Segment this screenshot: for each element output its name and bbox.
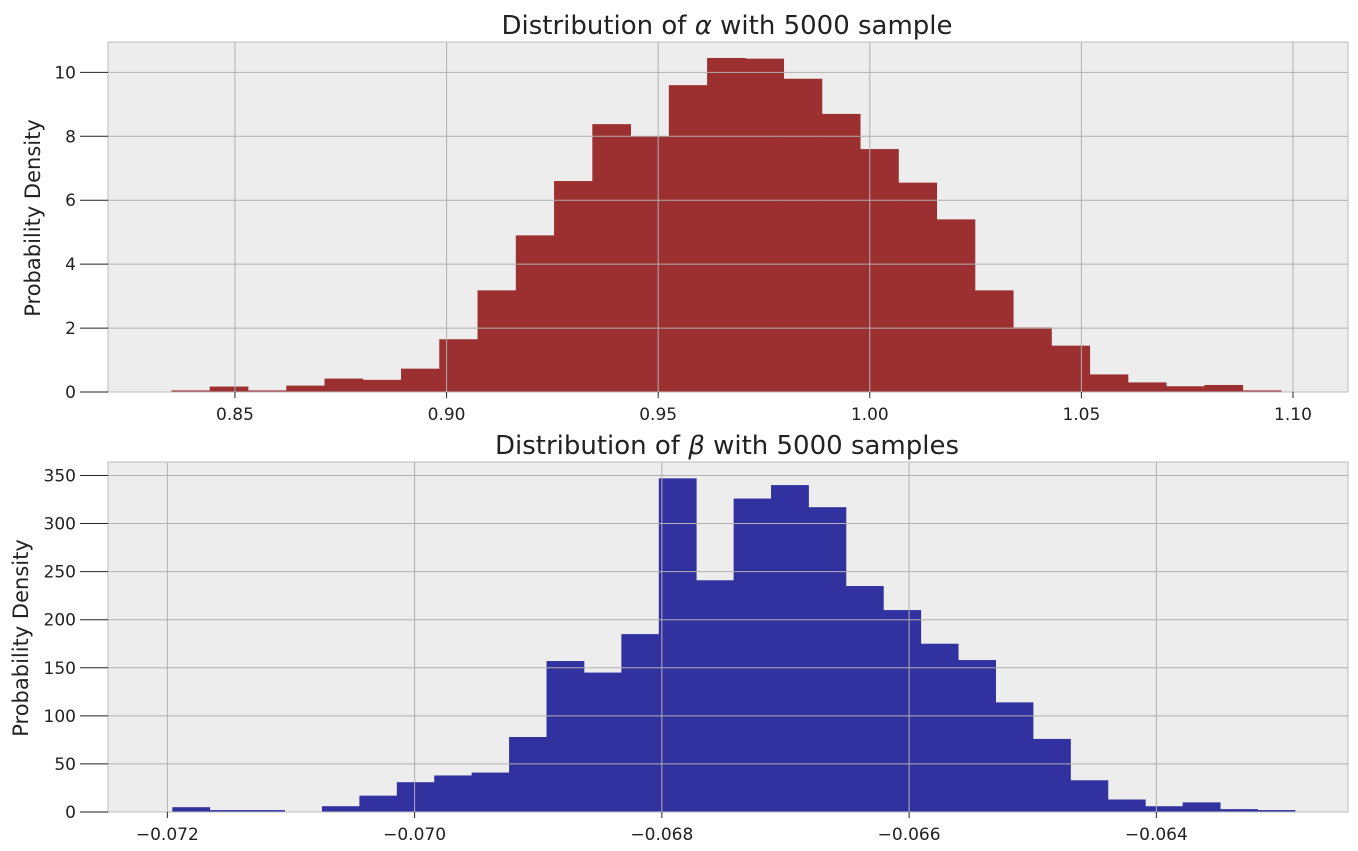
- alpha-histogram-bar: [554, 181, 593, 392]
- alpha-x-tick-label: 1.10: [1274, 405, 1312, 425]
- alpha-symbol: α: [695, 11, 712, 41]
- beta-histogram-bar: [621, 634, 660, 812]
- alpha-histogram-bar: [477, 290, 517, 392]
- alpha-histogram-bar: [1204, 384, 1244, 392]
- beta-histogram-bar: [1070, 780, 1109, 812]
- beta-histogram-bar: [1107, 799, 1146, 812]
- alpha-histogram-bar: [936, 219, 976, 392]
- beta-histogram-bar: [321, 806, 360, 812]
- beta-histogram-bar: [1182, 802, 1221, 812]
- beta-x-tick-label: −0.070: [383, 825, 446, 845]
- beta-histogram-bar: [209, 810, 248, 812]
- beta-histogram-panel: Distribution of β with 5000 samples Prob…: [9, 431, 1349, 845]
- beta-histogram-bar: [1257, 810, 1296, 812]
- beta-y-axis-label: Probability Density: [9, 539, 33, 737]
- alpha-plot-area: 0.85 0.90 0.95 1.00 1.05 1.10 0 2 4 6 8 10: [54, 41, 1349, 425]
- alpha-x-tick-label: 1.00: [851, 405, 889, 425]
- beta-chart-title: Distribution of β with 5000 samples: [495, 431, 959, 461]
- alpha-y-axis-label: Probability Density: [21, 119, 45, 317]
- alpha-histogram-bar: [783, 78, 823, 392]
- beta-y-tick-label: 350: [44, 466, 76, 486]
- alpha-histogram-bar: [362, 379, 402, 392]
- beta-histogram-bar: [509, 737, 547, 812]
- alpha-y-tick-label: 2: [65, 319, 76, 339]
- alpha-histogram-bar: [898, 182, 938, 392]
- alpha-histogram-bar: [515, 235, 555, 392]
- beta-histogram-bar: [920, 643, 959, 812]
- beta-histogram-bar: [1033, 738, 1071, 812]
- beta-y-tick-label: 300: [44, 515, 76, 535]
- beta-histogram-bar: [883, 610, 922, 812]
- beta-y-tick-label: 0: [65, 803, 76, 823]
- beta-histogram-bar: [1220, 809, 1258, 812]
- alpha-chart-title: Distribution of α with 5000 sample: [501, 11, 952, 41]
- beta-y-tick-label: 250: [44, 563, 76, 583]
- alpha-histogram-bar: [286, 385, 325, 392]
- alpha-histogram-bar: [821, 113, 861, 392]
- beta-histogram-bar: [396, 782, 435, 812]
- beta-y-tick-label: 150: [44, 659, 76, 679]
- alpha-histogram-bar: [592, 124, 631, 392]
- alpha-x-tick-label: 0.95: [639, 405, 677, 425]
- alpha-histogram-panel: Distribution of α with 5000 sample Proba…: [21, 11, 1349, 425]
- beta-histogram-bar: [771, 485, 809, 812]
- alpha-plot-frame: [107, 41, 1349, 393]
- beta-x-tick-label: −0.064: [1125, 825, 1188, 845]
- alpha-histogram-bar: [401, 368, 440, 392]
- beta-histogram-bar: [845, 586, 884, 812]
- beta-histogram-bar: [696, 580, 735, 812]
- beta-histogram-bar: [958, 660, 996, 812]
- alpha-histogram-bar: [171, 390, 211, 392]
- beta-x-tick-label: −0.072: [136, 825, 199, 845]
- beta-histogram-bar: [247, 810, 285, 812]
- alpha-histogram-bar: [1013, 327, 1052, 392]
- alpha-y-tick-label: 4: [65, 255, 76, 275]
- alpha-y-tick-label: 8: [65, 127, 76, 147]
- alpha-x-tick-label: 0.90: [428, 405, 466, 425]
- beta-histogram-bar: [808, 507, 847, 812]
- alpha-histogram-bar: [707, 57, 746, 392]
- alpha-x-tick-label: 0.85: [216, 405, 254, 425]
- alpha-histogram-bar: [860, 149, 899, 392]
- beta-histogram-bar: [434, 775, 473, 812]
- beta-histogram-bar: [733, 498, 772, 812]
- beta-x-tick-label: −0.068: [630, 825, 693, 845]
- alpha-y-tick-label: 0: [65, 383, 76, 403]
- beta-y-tick-label: 100: [44, 707, 76, 727]
- alpha-histogram-bar: [668, 85, 708, 392]
- alpha-y-tick-label: 10: [54, 63, 76, 83]
- alpha-histogram-bar: [324, 378, 364, 392]
- beta-histogram-bar: [359, 795, 398, 812]
- alpha-histogram-bar: [1051, 345, 1091, 392]
- alpha-histogram-bar: [247, 390, 287, 392]
- alpha-histogram-bar: [745, 58, 785, 393]
- beta-histogram-bar: [995, 702, 1034, 812]
- alpha-histogram-bar: [439, 339, 478, 392]
- alpha-histogram-bar: [209, 386, 249, 392]
- beta-symbol: β: [687, 431, 705, 461]
- alpha-histogram-bar: [974, 290, 1014, 392]
- alpha-histogram-bar: [1242, 390, 1282, 392]
- alpha-histogram-bar: [1127, 382, 1167, 392]
- beta-y-tick-label: 200: [44, 611, 76, 631]
- alpha-x-tick-label: 1.05: [1062, 405, 1100, 425]
- beta-histogram-bar: [471, 772, 510, 812]
- alpha-y-tick-label: 6: [65, 191, 76, 211]
- beta-histogram-bar: [546, 661, 585, 812]
- alpha-histogram-bar: [1089, 374, 1129, 392]
- beta-histogram-bar: [583, 672, 622, 812]
- alpha-histogram-bar: [1166, 386, 1205, 392]
- beta-plot-area: −0.072 −0.070 −0.068 −0.066 −0.064 0 50 100 150 2…: [44, 461, 1349, 845]
- beta-histogram-bar: [172, 807, 211, 812]
- beta-histogram-bar: [1145, 806, 1184, 812]
- beta-x-tick-label: −0.066: [878, 825, 941, 845]
- beta-histogram-bar: [658, 478, 697, 812]
- beta-y-tick-label: 50: [54, 755, 76, 775]
- beta-plot-frame: [107, 461, 1349, 813]
